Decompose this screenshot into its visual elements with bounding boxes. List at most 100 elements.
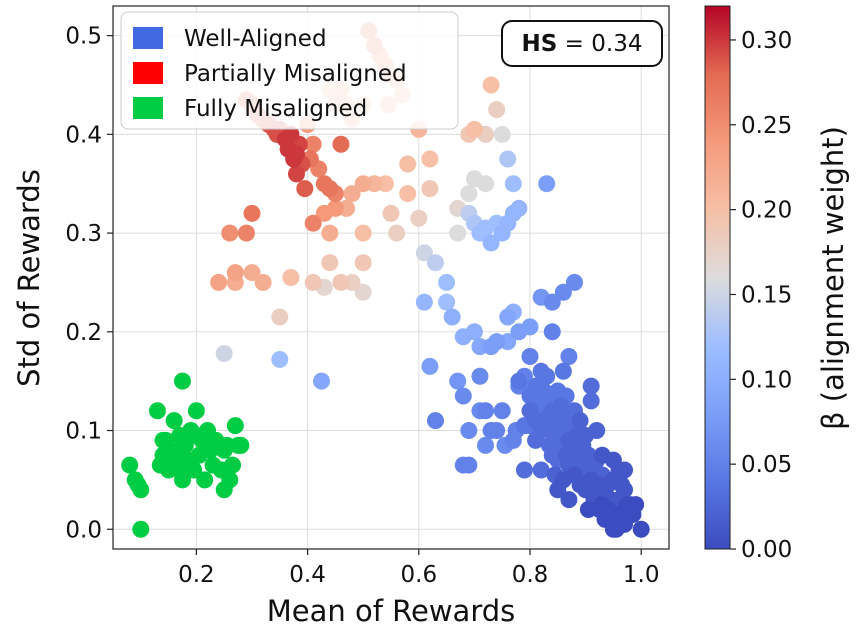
data-point-fully-misaligned [221, 471, 239, 489]
data-point-aligned [554, 362, 572, 380]
data-point-aligned [504, 175, 522, 193]
colorbar-tick-label: 0.00 [741, 537, 792, 563]
data-point-aligned [477, 402, 495, 420]
data-point-aligned [560, 491, 578, 509]
data-point-aligned [296, 180, 314, 198]
data-point-aligned [510, 372, 528, 390]
data-point-fully-misaligned [165, 446, 183, 464]
hs-annotation-box [501, 20, 663, 67]
y-tick-label: 0.3 [65, 221, 102, 247]
y-axis-label: Std of Rewards [12, 169, 46, 387]
data-point-aligned [624, 505, 642, 523]
colorbar-tick-label: 0.30 [741, 28, 792, 54]
data-point-aligned [243, 204, 261, 222]
data-point-fully-misaligned [132, 520, 150, 538]
data-point-aligned [449, 224, 467, 242]
x-tick-label: 0.6 [401, 562, 438, 588]
data-point-aligned [415, 244, 433, 262]
data-point-aligned [438, 293, 456, 311]
data-point-aligned [354, 224, 372, 242]
legend-label-partially-misaligned: Partially Misaligned [184, 61, 407, 87]
data-point-aligned [607, 520, 625, 538]
data-point-aligned [354, 254, 372, 272]
data-point-aligned [282, 269, 300, 286]
data-point-aligned [521, 347, 539, 365]
data-point-fully-misaligned [224, 456, 242, 474]
data-point-aligned [465, 120, 483, 138]
y-tick-label: 0.5 [65, 24, 102, 50]
colorbar-tick-label: 0.05 [741, 452, 792, 478]
data-point-aligned [582, 377, 600, 395]
data-point-fully-misaligned [232, 436, 250, 454]
data-point-aligned [543, 323, 561, 341]
data-point-aligned [488, 101, 506, 119]
hs-annotation: HS = 0.34 [501, 20, 663, 67]
data-point-aligned [582, 392, 600, 410]
colorbar-gradient [704, 5, 731, 550]
legend-swatch-well-aligned [133, 27, 163, 49]
data-point-aligned [554, 283, 572, 301]
colorbar: 0.00 0.05 0.10 0.15 0.20 0.25 0.30 β (alignmen… [704, 5, 850, 563]
y-tick-label: 0.2 [65, 320, 102, 346]
data-point-aligned [454, 387, 472, 405]
data-point-aligned [388, 224, 406, 242]
y-tick-label: 0.4 [65, 122, 102, 148]
colorbar-label: β (alignment weight) [816, 126, 850, 430]
data-point-aligned [382, 204, 400, 222]
hs-value: = 0.34 [557, 31, 642, 57]
data-point-aligned [552, 397, 570, 415]
data-point-aligned [254, 273, 272, 291]
data-point-aligned [460, 185, 478, 203]
legend-box [120, 11, 459, 130]
data-point-aligned [443, 308, 461, 326]
legend-swatch-partially-misaligned [133, 62, 163, 84]
data-point-aligned [237, 224, 255, 242]
data-point-aligned [321, 254, 339, 272]
data-point-aligned [210, 273, 228, 291]
y-axis-ticks: 0.0 0.1 0.2 0.3 0.4 0.5 [65, 24, 113, 543]
hs-label: HS [522, 31, 558, 57]
data-point-aligned [515, 461, 533, 479]
data-point-aligned [543, 293, 561, 311]
x-tick-label: 0.2 [178, 562, 215, 588]
data-point-aligned [499, 308, 517, 326]
data-point-aligned [343, 185, 361, 203]
data-point-aligned [221, 224, 239, 242]
data-point-fully-misaligned [154, 431, 172, 449]
data-point-aligned [332, 273, 350, 291]
data-point-aligned [510, 323, 528, 341]
data-point-aligned [438, 273, 456, 291]
data-point-fully-misaligned [226, 417, 244, 435]
data-point-fully-misaligned [187, 402, 205, 420]
data-point-aligned [613, 476, 631, 494]
data-point-aligned [282, 125, 300, 143]
data-point-aligned [493, 125, 511, 143]
data-point-aligned [410, 209, 428, 227]
colorbar-tick-label: 0.20 [741, 198, 792, 224]
data-point-aligned [421, 357, 439, 375]
data-point-aligned [538, 367, 556, 385]
data-point-aligned [471, 367, 489, 385]
data-point-fully-misaligned [165, 412, 183, 430]
legend-label-well-aligned: Well-Aligned [184, 26, 327, 52]
colorbar-tick-label: 0.15 [741, 282, 792, 308]
data-point-aligned [426, 254, 444, 272]
colorbar-ticks: 0.00 0.05 0.10 0.15 0.20 0.25 0.30 [730, 28, 792, 563]
data-point-aligned [449, 372, 467, 390]
data-point-aligned [313, 372, 330, 390]
data-point-fully-misaligned [215, 441, 233, 459]
data-point-fully-misaligned [148, 402, 166, 420]
x-axis-ticks: 0.2 0.4 0.6 0.8 1.0 [178, 549, 659, 588]
data-point-aligned [510, 199, 528, 217]
legend-label-fully-misaligned: Fully Misaligned [184, 96, 367, 122]
y-tick-label: 0.0 [65, 517, 102, 543]
data-point-fully-misaligned [187, 426, 205, 444]
data-point-aligned [271, 308, 289, 326]
data-point-aligned [482, 338, 500, 356]
data-point-aligned [354, 283, 372, 301]
data-point-aligned [538, 175, 556, 193]
data-point-aligned [588, 422, 606, 440]
plot-frame [112, 5, 670, 550]
x-tick-label: 1.0 [623, 562, 660, 588]
